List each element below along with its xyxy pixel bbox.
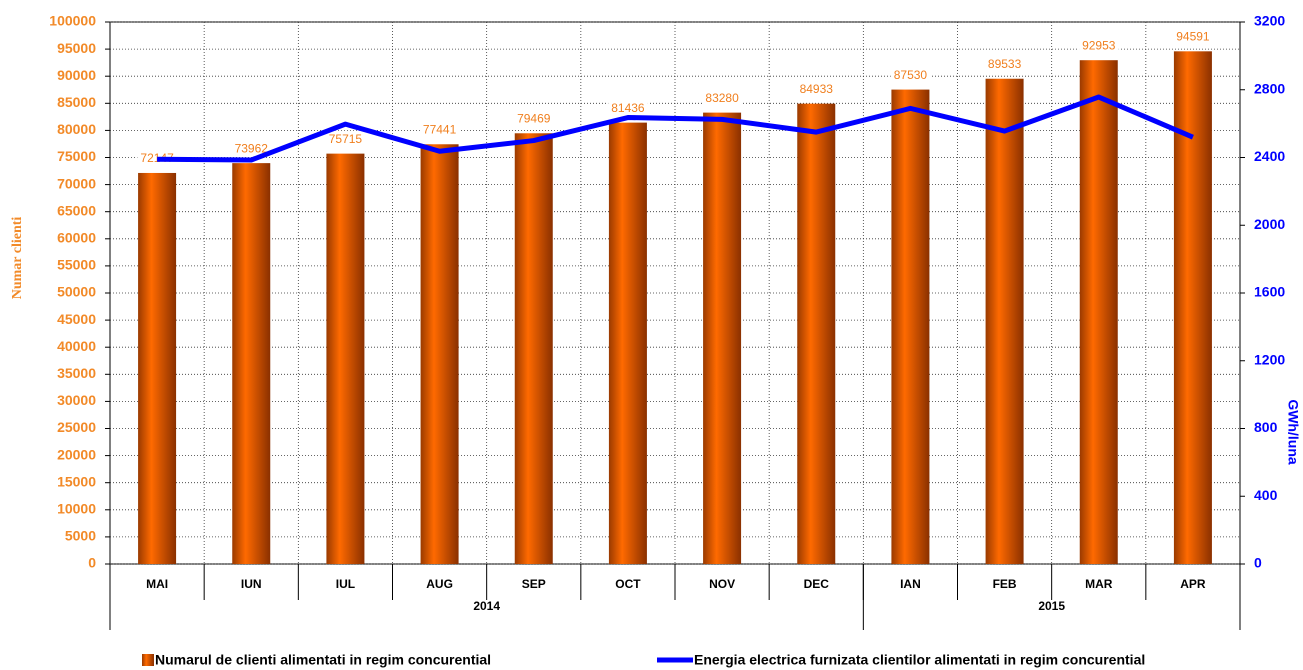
bar — [797, 103, 836, 564]
x-tick-label: IAN — [900, 577, 921, 591]
value-label-bg — [608, 99, 648, 116]
value-label: 81436 — [611, 101, 645, 115]
y-tick-label: 55000 — [57, 257, 96, 273]
y-tick-label: 15000 — [57, 473, 96, 489]
value-label-bg — [890, 66, 931, 83]
bar — [1173, 51, 1212, 565]
value-label: 87530 — [894, 68, 928, 82]
bar — [703, 112, 742, 564]
y2-tick-label: 0 — [1254, 555, 1262, 571]
y-tick-label: 80000 — [57, 121, 96, 137]
value-label-bg — [514, 110, 554, 127]
bar — [891, 89, 930, 564]
legend-label: Numarul de clienti alimentati in regim c… — [155, 652, 491, 668]
bar — [138, 172, 177, 564]
y2-axis-title: GWh/luna — [1285, 399, 1301, 465]
x-tick-label: FEB — [993, 577, 1017, 591]
value-label-bg — [1079, 37, 1119, 54]
bar — [326, 153, 365, 564]
y2-tick-label: 400 — [1254, 487, 1278, 503]
value-label-bg — [984, 55, 1025, 72]
y-tick-label: 95000 — [57, 40, 96, 56]
value-label: 75715 — [329, 132, 363, 146]
y2-tick-label: 2800 — [1254, 80, 1285, 96]
legend-label: Energia electrica furnizata clientilor a… — [694, 652, 1145, 668]
value-label: 83280 — [705, 91, 739, 105]
value-label: 92953 — [1082, 38, 1116, 52]
y-tick-label: 60000 — [57, 230, 96, 246]
x-tick-label: APR — [1180, 577, 1206, 591]
y-tick-label: 5000 — [65, 528, 96, 544]
x-tick-label: OCT — [615, 577, 641, 591]
value-label: 79469 — [517, 111, 551, 125]
bar — [608, 122, 647, 564]
y2-tick-label: 1200 — [1254, 351, 1285, 367]
y-tick-label: 90000 — [57, 67, 96, 83]
y-tick-label: 75000 — [57, 148, 96, 164]
y-axis-title: Numar clienti — [10, 217, 25, 300]
y-tick-label: 85000 — [57, 94, 96, 110]
y-tick-label: 100000 — [49, 13, 96, 29]
x-tick-label: IUL — [336, 577, 355, 591]
x-tick-label: IUN — [241, 577, 262, 591]
x-tick-label: DEC — [804, 577, 830, 591]
group-label: 2015 — [1038, 599, 1065, 613]
value-label-bg — [325, 130, 366, 147]
value-label-bg — [796, 80, 837, 97]
y2-tick-label: 2000 — [1254, 216, 1285, 232]
y-tick-label: 30000 — [57, 392, 96, 408]
bar — [232, 163, 271, 564]
legend-swatch — [142, 654, 154, 666]
y-tick-label: 50000 — [57, 284, 96, 300]
y-tick-label: 40000 — [57, 338, 96, 354]
x-tick-label: AUG — [426, 577, 453, 591]
value-label-bg — [419, 121, 460, 138]
value-label-bg — [1173, 28, 1213, 45]
line-series — [157, 94, 1194, 163]
x-tick-label: MAI — [146, 577, 168, 591]
value-label: 77441 — [423, 122, 457, 136]
value-label: 73962 — [235, 141, 269, 155]
y-tick-label: 25000 — [57, 419, 96, 435]
bar — [420, 144, 459, 564]
y-tick-label: 45000 — [57, 311, 96, 327]
group-label: 2014 — [473, 599, 500, 613]
y2-tick-label: 3200 — [1254, 13, 1285, 29]
y-tick-label: 65000 — [57, 202, 96, 218]
y-tick-label: 0 — [88, 555, 96, 571]
y2-tick-label: 2400 — [1254, 148, 1285, 164]
bar — [1079, 60, 1118, 565]
x-tick-label: MAR — [1085, 577, 1113, 591]
x-tick-label: SEP — [522, 577, 546, 591]
x-tick-label: NOV — [709, 577, 735, 591]
y-tick-label: 20000 — [57, 446, 96, 462]
y2-tick-label: 1600 — [1254, 284, 1285, 300]
value-label: 84933 — [800, 82, 834, 96]
bar — [985, 78, 1024, 564]
value-label-bg — [231, 140, 272, 157]
value-label: 89533 — [988, 57, 1022, 71]
y-tick-label: 35000 — [57, 365, 96, 381]
y-tick-label: 70000 — [57, 175, 96, 191]
y2-tick-label: 800 — [1254, 419, 1278, 435]
y-tick-label: 10000 — [57, 501, 96, 517]
value-label-bg — [702, 89, 743, 106]
value-label: 94591 — [1176, 29, 1210, 43]
bar — [514, 133, 553, 564]
